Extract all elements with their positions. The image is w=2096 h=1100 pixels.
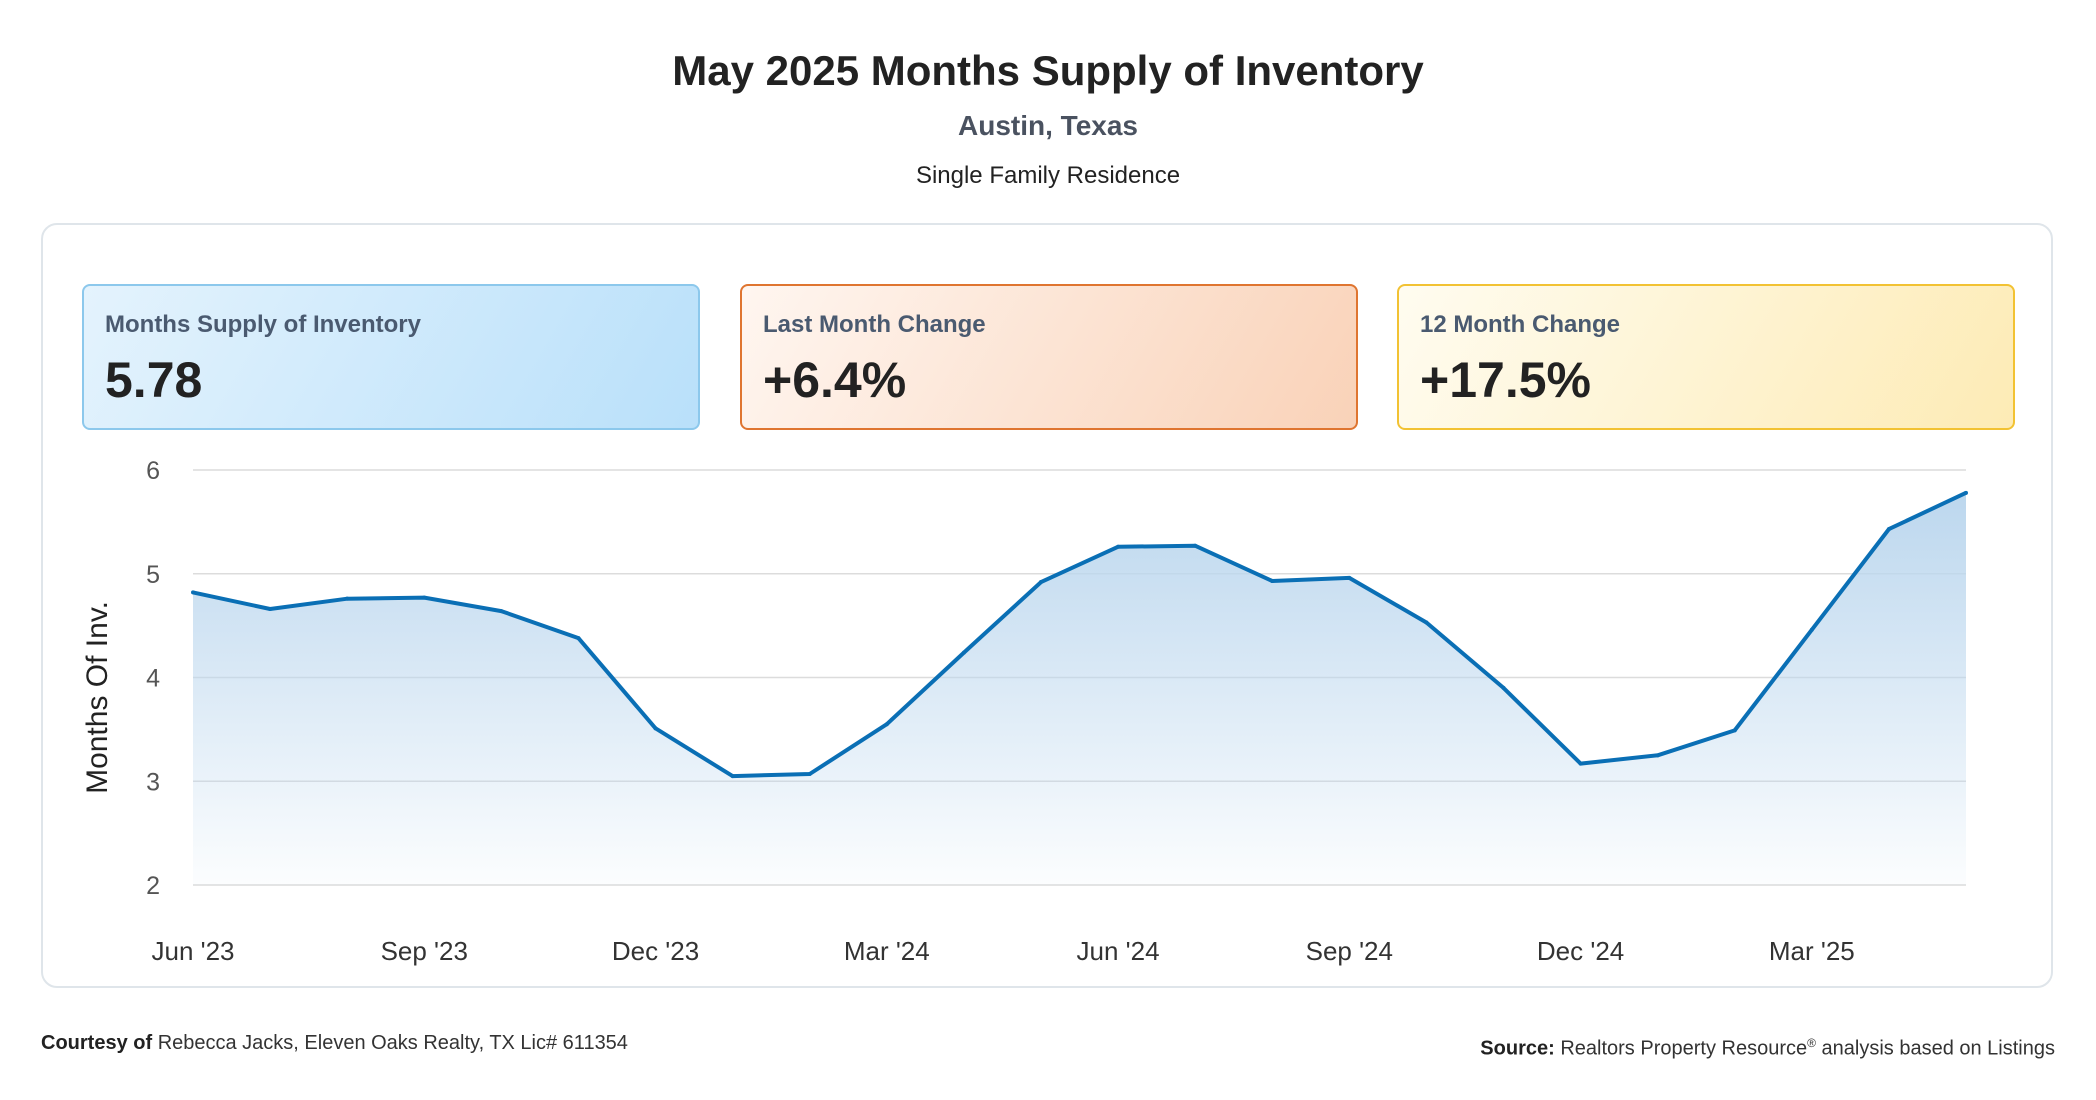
data-point xyxy=(268,607,273,612)
source-footer: Source: Realtors Property Resource® anal… xyxy=(1480,1030,2055,1062)
x-tick-label: Dec '24 xyxy=(1537,936,1624,966)
courtesy-label: Courtesy of xyxy=(41,1032,153,1054)
location-subtitle: Austin, Texas xyxy=(958,110,1138,141)
series-area xyxy=(193,492,1966,885)
data-point xyxy=(576,636,581,641)
x-tick-label: Mar '24 xyxy=(844,936,930,966)
x-tick-labels: Jun '23 Sep '23 Dec '23 Mar '24 Jun '24 Sep '… xyxy=(151,936,1854,966)
card-label: 12 Month Change xyxy=(1420,311,1621,338)
x-tick-label: Mar '25 xyxy=(1769,936,1855,966)
x-tick-label: Jun '23 xyxy=(151,936,234,966)
y-tick-labels: 2 3 4 5 6 xyxy=(146,457,160,900)
card-value: +6.4% xyxy=(763,352,907,408)
data-points xyxy=(191,490,1968,779)
data-point xyxy=(884,722,889,727)
data-point xyxy=(1886,527,1891,532)
source-suffix: analysis based on Listings xyxy=(1821,1037,2055,1060)
card-label: Last Month Change xyxy=(763,311,986,338)
y-tick-label: 3 xyxy=(146,768,160,796)
courtesy-text: Rebecca Jacks, Eleven Oaks Realty, TX Li… xyxy=(157,1032,628,1054)
property-category: Single Family Residence xyxy=(915,162,1181,189)
card-value: +17.5% xyxy=(1420,352,1591,408)
page-title: May 2025 Months Supply of Inventory xyxy=(672,47,1424,94)
data-point xyxy=(1655,753,1660,758)
card-12-month-change: 12 Month Change +17.5% xyxy=(1397,284,2015,430)
data-point xyxy=(1270,579,1275,584)
card-last-month-change: Last Month Change +6.4% xyxy=(740,284,1358,430)
y-tick-label: 4 xyxy=(146,665,160,693)
data-point xyxy=(1809,627,1814,632)
data-point xyxy=(1732,728,1737,733)
data-point xyxy=(807,771,812,776)
data-point xyxy=(730,774,735,779)
card-value: 5.78 xyxy=(105,352,203,408)
data-point xyxy=(1501,685,1506,690)
x-tick-label: Dec '23 xyxy=(612,936,699,966)
data-point xyxy=(345,596,350,601)
y-tick-label: 5 xyxy=(146,561,160,589)
data-point xyxy=(1193,543,1198,548)
registered-mark: ® xyxy=(1807,1036,1816,1050)
x-tick-label: Sep '24 xyxy=(1306,936,1393,966)
data-point xyxy=(1578,761,1583,766)
y-axis-label: Months Of Inv. xyxy=(81,601,114,794)
data-point xyxy=(1424,620,1429,625)
x-tick-label: Jun '24 xyxy=(1077,936,1160,966)
data-point xyxy=(1347,575,1352,580)
data-point xyxy=(1116,544,1121,549)
data-point xyxy=(1964,490,1968,495)
data-point xyxy=(422,595,427,600)
y-tick-label: 2 xyxy=(146,872,160,900)
card-months-supply: Months Supply of Inventory 5.78 xyxy=(82,284,700,430)
data-point xyxy=(653,726,658,731)
card-label: Months Supply of Inventory xyxy=(105,311,421,338)
source-label: Source: xyxy=(1480,1037,1555,1060)
x-tick-label: Sep '23 xyxy=(381,936,468,966)
series-line xyxy=(192,490,1967,779)
data-point xyxy=(191,590,195,595)
source-text: Realtors Property Resource xyxy=(1560,1037,1808,1060)
data-point xyxy=(499,609,504,614)
chart-header: May 2025 Months Supply of Inventory Aust… xyxy=(0,40,2096,194)
y-tick-label: 6 xyxy=(146,457,160,485)
courtesy-footer: Courtesy of Rebecca Jacks, Eleven Oaks R… xyxy=(41,1030,628,1056)
data-point xyxy=(961,650,966,655)
data-point xyxy=(1038,580,1043,585)
